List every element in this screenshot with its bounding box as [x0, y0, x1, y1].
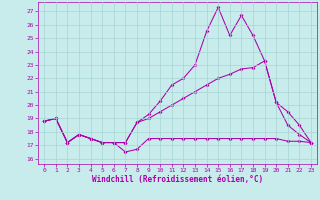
- X-axis label: Windchill (Refroidissement éolien,°C): Windchill (Refroidissement éolien,°C): [92, 175, 263, 184]
